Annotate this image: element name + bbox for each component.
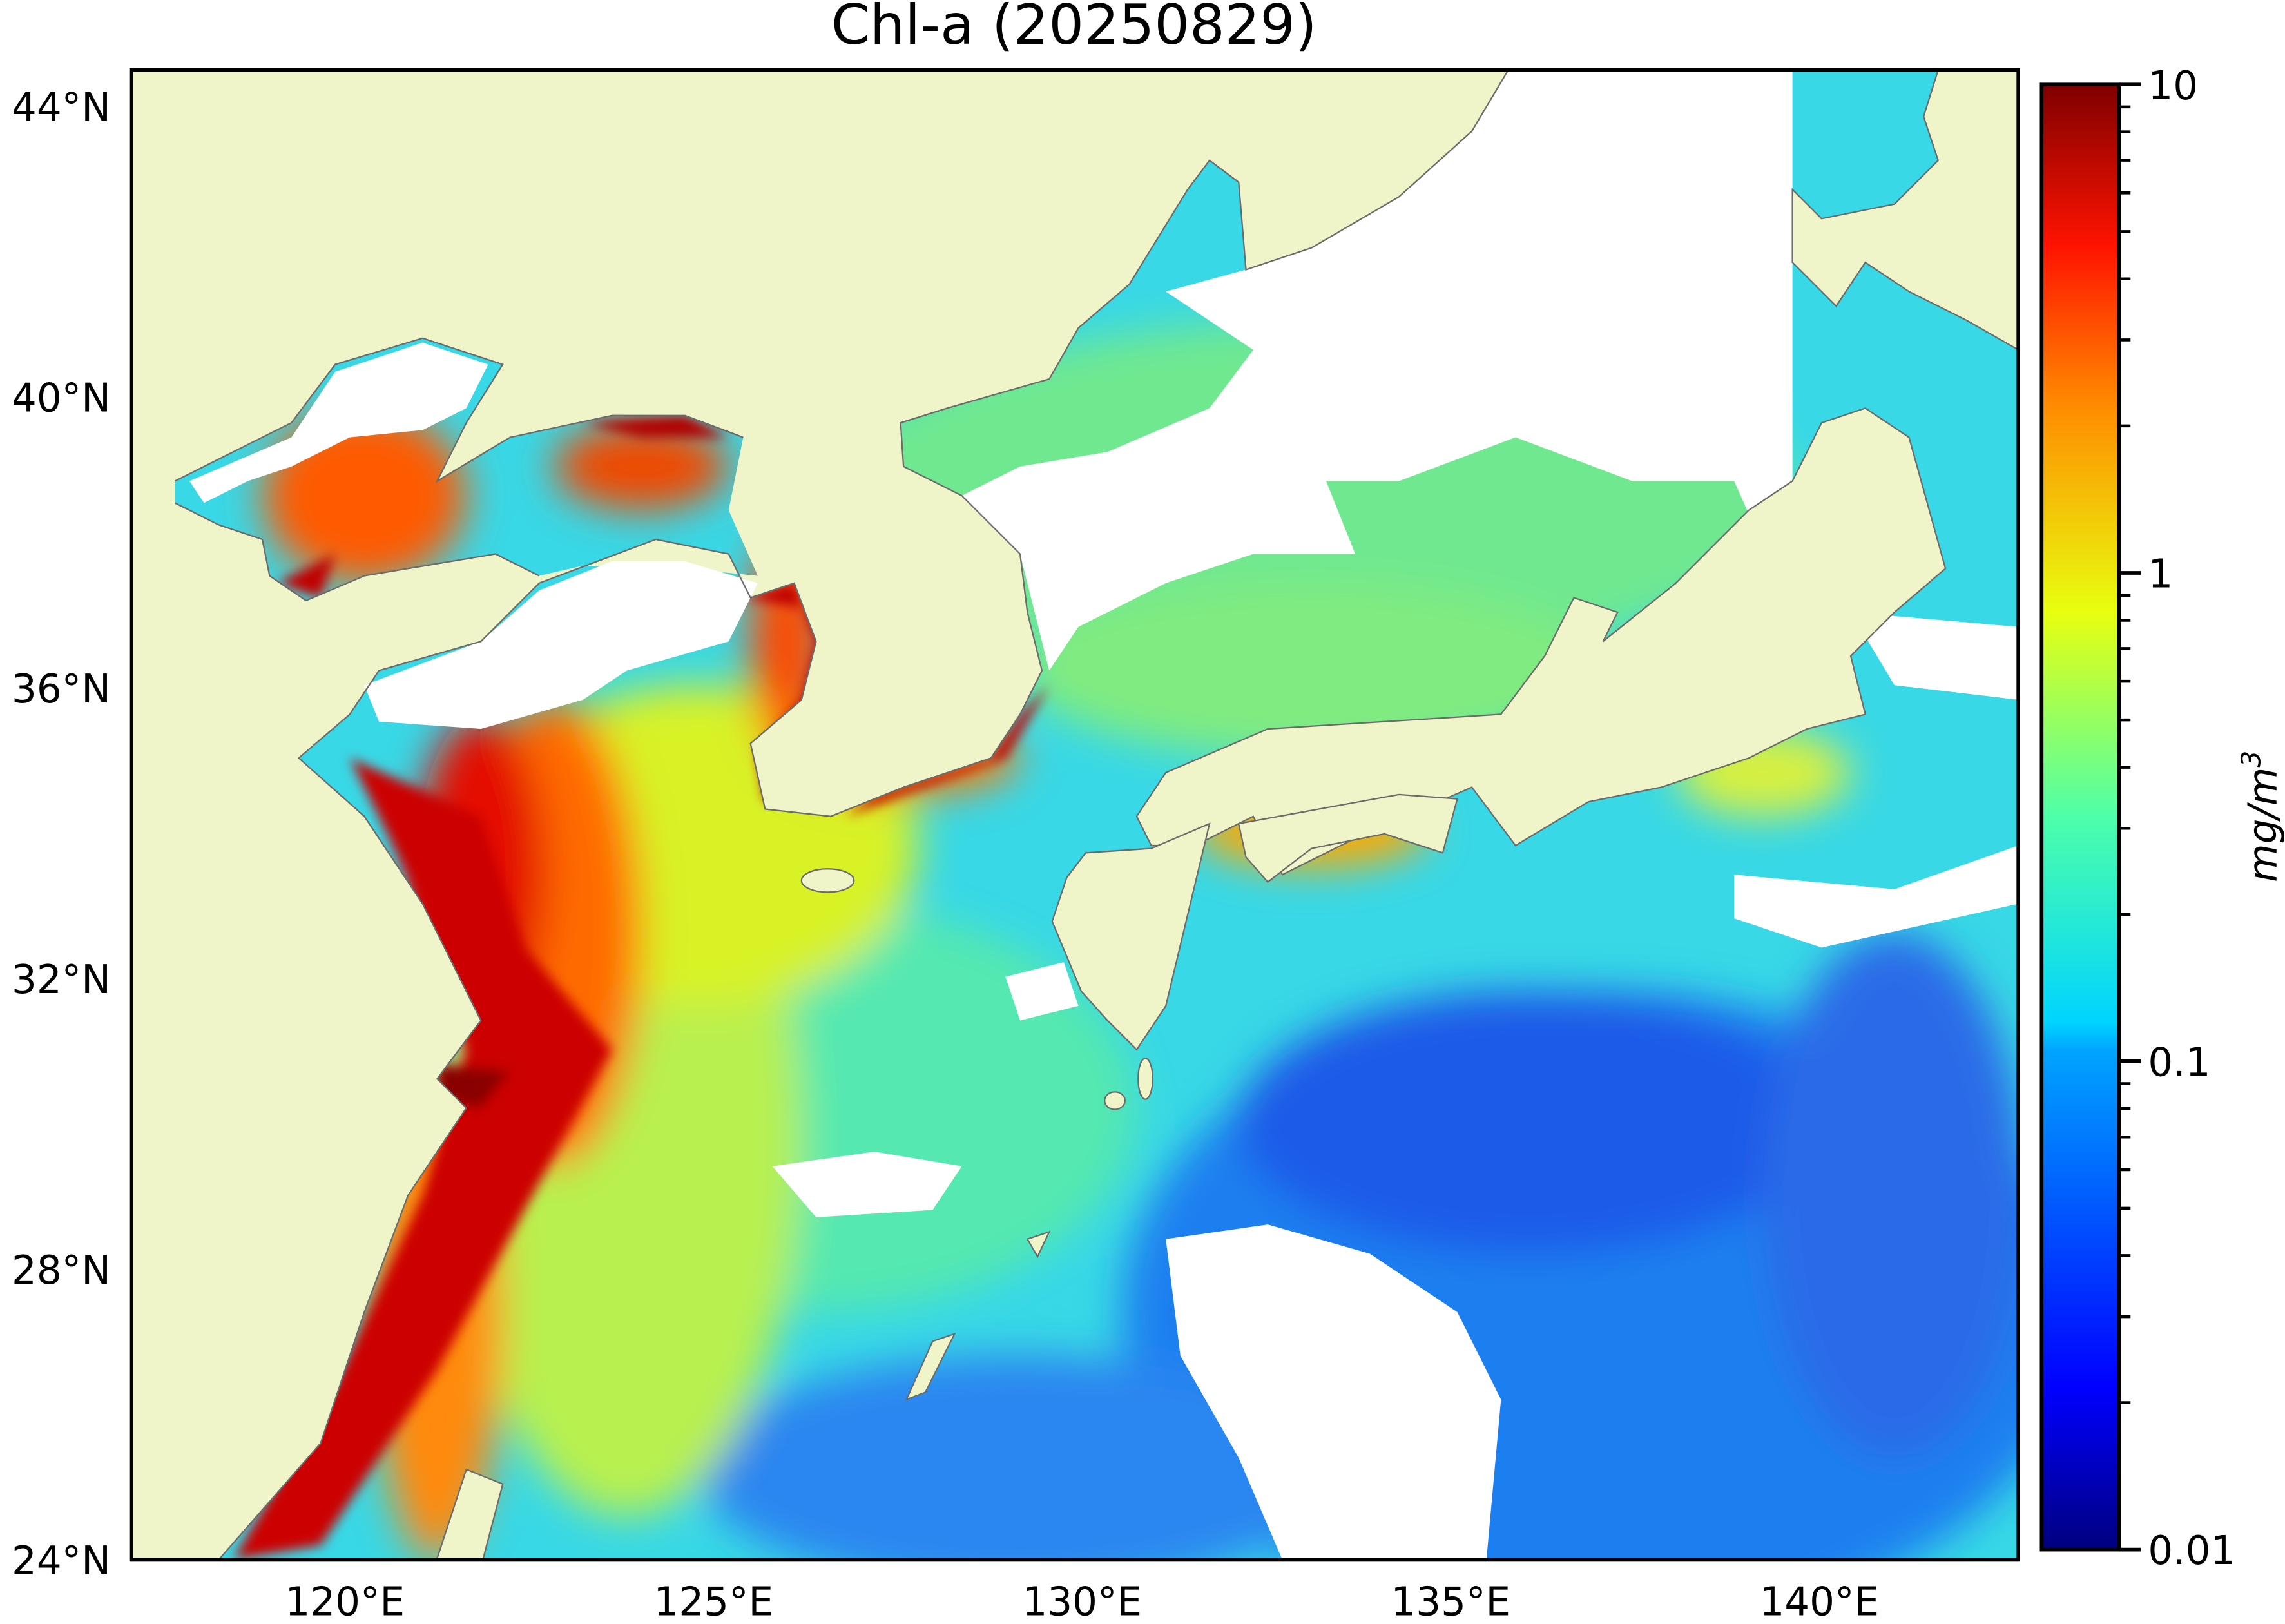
map-plot-area [131,70,2019,1560]
latitude-tick-labels: 44°N 40°N 36°N 32°N 28°N 24°N [12,85,111,1585]
lat-tick-label: 28°N [12,1248,111,1293]
lon-tick-label: 140°E [1759,1579,1879,1624]
longitude-tick-labels: 120°E 125°E 130°E 135°E 140°E [285,1579,1879,1624]
lon-tick-label: 130°E [1022,1579,1142,1624]
lat-tick-label: 24°N [12,1538,111,1584]
colorbar-tick-label: 10 [2148,63,2198,109]
colorbar-gradient [2039,82,2121,1552]
colorbar-tick-label: 1 [2148,552,2173,597]
colorbar-tick-label: 0.01 [2148,1528,2235,1574]
hokkaido-land [1791,70,2019,351]
colorbar-unit-label: mg/m3 [2236,751,2285,882]
lat-tick-label: 36°N [12,666,111,712]
amami-land [1026,1230,1051,1259]
colorbar-tick-label: 0.1 [2148,1039,2210,1085]
okinawa-land [905,1332,956,1401]
yakushima-land [1104,1091,1126,1110]
taiwan-land [436,1468,504,1560]
honshu-land [1135,407,1947,876]
colorbar: 10 1 0.1 0.01 mg/m3 [2039,63,2285,1574]
no-data-cloud-areas [189,70,2019,1560]
kyushu-land [1051,822,1211,1051]
mainland-coastline [174,70,1509,1560]
lat-tick-label: 32°N [12,957,111,1003]
lon-tick-label: 135°E [1391,1579,1510,1624]
colorbar-ticks: 10 1 0.1 0.01 [2119,63,2235,1574]
map-frame [129,68,2020,1562]
lon-tick-label: 125°E [653,1579,773,1624]
islands-land [436,70,2019,1560]
lat-tick-label: 40°N [12,376,111,421]
map-title: Chl-a (20250829) [831,0,1317,57]
jeju-land [800,868,855,893]
lat-tick-label: 44°N [12,85,111,131]
shikoku-land [1237,793,1458,884]
tanegashima-land [1137,1058,1153,1100]
lon-tick-label: 120°E [285,1579,405,1624]
